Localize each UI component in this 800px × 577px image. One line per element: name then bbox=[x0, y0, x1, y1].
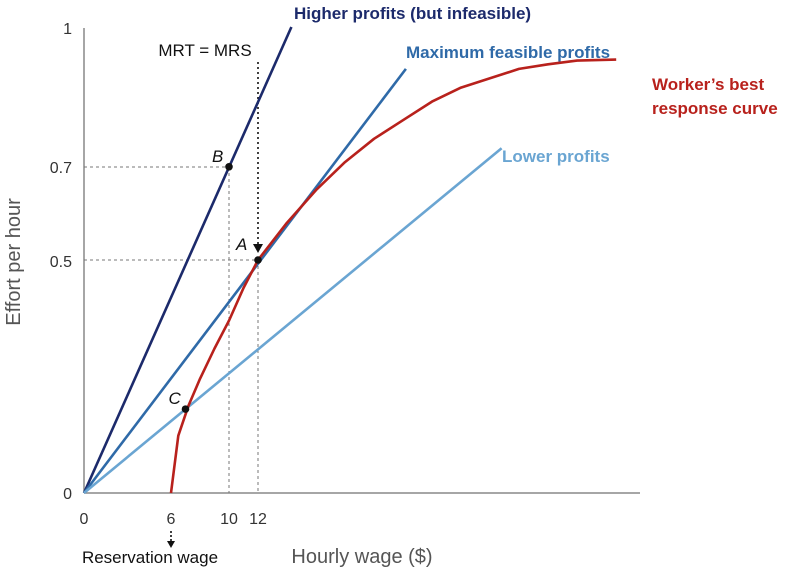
x-tick-label-10: 10 bbox=[220, 511, 238, 528]
y-axis-title: Effort per hour bbox=[3, 198, 25, 326]
label-best-response-line1: Worker’s best bbox=[652, 75, 764, 94]
label-best-response: Worker’s best response curve bbox=[652, 75, 778, 118]
label-best-response-line2: response curve bbox=[652, 99, 778, 118]
y-tick-label-1: 1 bbox=[63, 21, 72, 38]
line-maximum-profits bbox=[82, 68, 407, 494]
point-b bbox=[225, 163, 233, 171]
y-tick-label-0.5: 0.5 bbox=[50, 254, 72, 271]
y-tick-label-0.7: 0.7 bbox=[50, 160, 72, 177]
x-tick-label-12: 12 bbox=[249, 511, 267, 528]
reservation-wage-label: Reservation wage bbox=[82, 548, 218, 567]
point-label-b: B bbox=[212, 147, 223, 166]
label-maximum-profits: Maximum feasible profits bbox=[406, 43, 610, 62]
points-layer: A B C bbox=[169, 147, 262, 413]
series-layer bbox=[82, 26, 617, 495]
best-response-curve bbox=[169, 58, 617, 494]
mrt-mrs-label: MRT = MRS bbox=[158, 41, 251, 60]
line-lower-profits bbox=[83, 147, 503, 495]
x-tick-label-6: 6 bbox=[167, 511, 176, 528]
y-tick-label-0: 0 bbox=[63, 486, 72, 503]
x-tick-label-0: 0 bbox=[80, 511, 89, 528]
point-label-c: C bbox=[169, 389, 182, 408]
line-higher-profits bbox=[82, 26, 293, 494]
reservation-wage-arrowhead bbox=[167, 541, 175, 548]
mrt-mrs-arrowhead bbox=[253, 244, 263, 253]
x-axis-title: Hourly wage ($) bbox=[291, 546, 432, 568]
point-a bbox=[254, 256, 262, 264]
point-c bbox=[181, 405, 190, 413]
label-higher-profits: Higher profits (but infeasible) bbox=[294, 4, 531, 23]
point-label-a: A bbox=[235, 235, 247, 254]
label-lower-profits: Lower profits bbox=[502, 147, 610, 166]
